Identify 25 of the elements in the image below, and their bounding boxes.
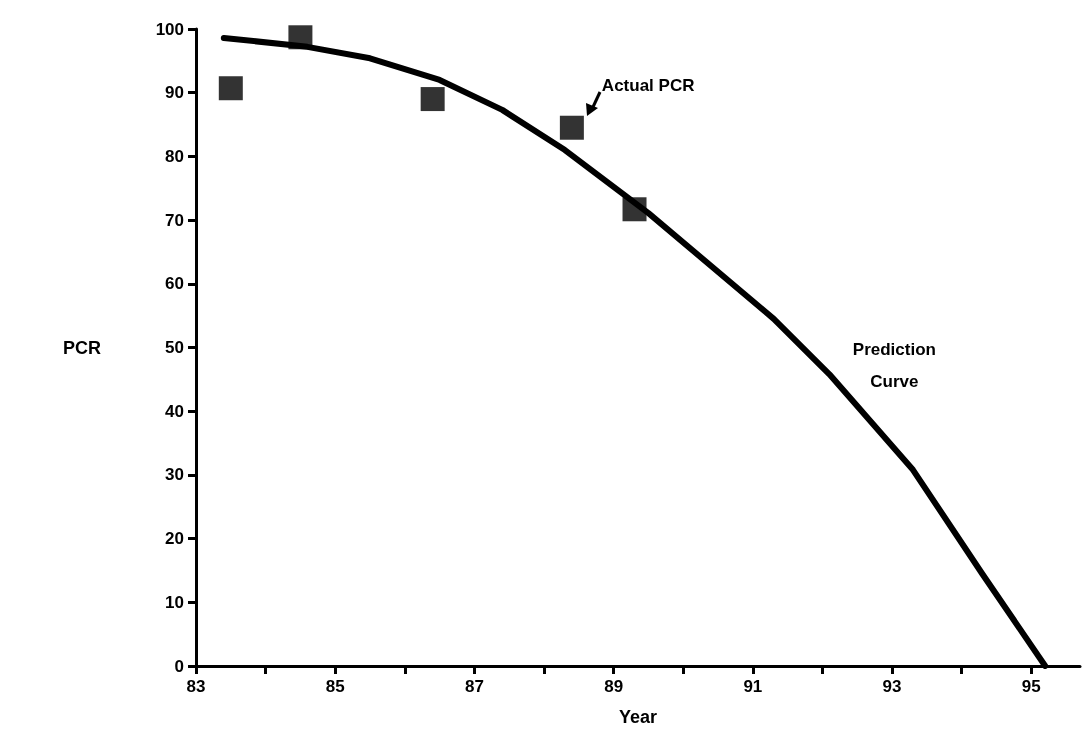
x-tick-label: 89 (604, 677, 624, 696)
x-tick-label: 87 (464, 677, 484, 696)
y-tick-label: 40 (165, 401, 184, 421)
y-tick-label: 90 (165, 83, 184, 103)
x-axis-title: Year (618, 707, 658, 727)
y-tick-label: 80 (165, 146, 184, 166)
y-tick-label: 0 (174, 656, 184, 676)
y-tick-label: 30 (165, 465, 184, 485)
y-axis-title: PCR (62, 337, 101, 358)
x-tick-label: 95 (1021, 677, 1041, 696)
y-tick-label: 10 (165, 592, 184, 612)
x-tick-label: 85 (325, 677, 345, 696)
point (420, 87, 445, 112)
point (559, 115, 584, 140)
series-label: Actual PCR (601, 76, 695, 96)
series-label: Prediction Curve (852, 340, 936, 391)
point (218, 76, 243, 101)
y-tick-label: 60 (165, 274, 184, 294)
y-tick-label: 70 (165, 210, 184, 230)
y-tick-label: 100 (155, 19, 184, 39)
y-tick-label: 20 (165, 529, 184, 549)
y-tick-label: 50 (165, 338, 184, 357)
x-tick-label: 91 (743, 677, 763, 696)
x-tick-label: 93 (882, 677, 902, 696)
x-tick-label: 83 (186, 677, 206, 696)
